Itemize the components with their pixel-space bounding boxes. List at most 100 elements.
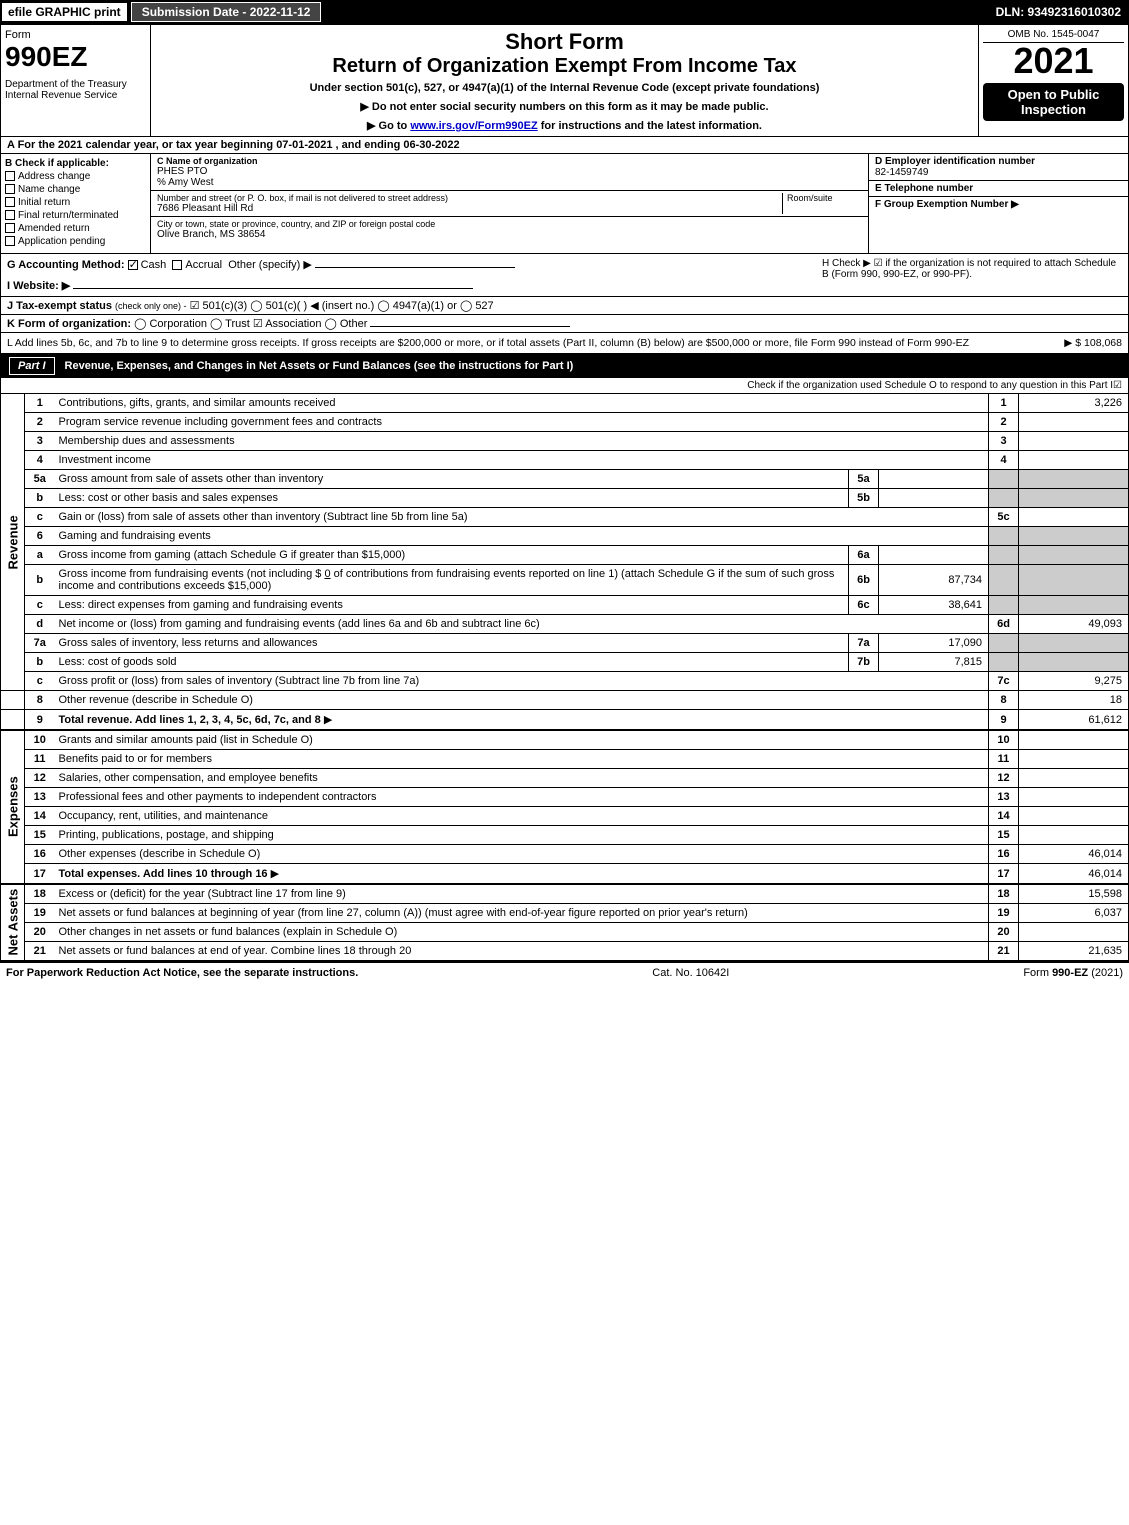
care-of: % Amy West [157, 177, 862, 188]
line-val [1019, 730, 1129, 750]
line-desc: Membership dues and assessments [55, 432, 989, 451]
efile-print-label[interactable]: efile GRAPHIC print [2, 3, 127, 21]
table-row: 9 Total revenue. Add lines 1, 2, 3, 4, 5… [1, 710, 1129, 731]
row-ghi: G Accounting Method: Cash Accrual Other … [0, 253, 1129, 297]
line-j: J Tax-exempt status (check only one) - ☑… [0, 297, 1129, 315]
table-row: Expenses 10 Grants and similar amounts p… [1, 730, 1129, 750]
footer-left: For Paperwork Reduction Act Notice, see … [6, 967, 358, 979]
footer-center: Cat. No. 10642I [652, 967, 729, 979]
line-desc: Professional fees and other payments to … [55, 788, 989, 807]
line-col: 18 [989, 884, 1019, 904]
k-other-input[interactable] [370, 326, 570, 327]
chk-amended-return[interactable]: Amended return [5, 223, 146, 234]
checkbox-icon[interactable] [5, 223, 15, 233]
j-options: ☑ 501(c)(3) ◯ 501(c)( ) ◀ (insert no.) ◯… [190, 300, 494, 312]
chk-final-return[interactable]: Final return/terminated [5, 210, 146, 221]
sub-val: 87,734 [879, 565, 989, 596]
line-val: 9,275 [1019, 672, 1129, 691]
line-desc: Total expenses. Add lines 10 through 16 … [55, 864, 989, 885]
checkbox-icon[interactable] [5, 210, 15, 220]
irs-link[interactable]: www.irs.gov/Form990EZ [410, 120, 537, 132]
table-row: 13 Professional fees and other payments … [1, 788, 1129, 807]
line-desc: Other changes in net assets or fund bala… [55, 923, 989, 942]
line-val: 6,037 [1019, 904, 1129, 923]
i-label: I Website: ▶ [7, 280, 70, 292]
table-row: 20 Other changes in net assets or fund b… [1, 923, 1129, 942]
chk-initial-return[interactable]: Initial return [5, 197, 146, 208]
l-text: L Add lines 5b, 6c, and 7b to line 9 to … [7, 337, 969, 349]
line-val: 61,612 [1019, 710, 1129, 731]
instr-goto-post: for instructions and the latest informat… [541, 120, 762, 132]
form-number: 990EZ [5, 41, 146, 73]
shade-cell [1019, 634, 1129, 653]
line-col: 5c [989, 508, 1019, 527]
table-row: b Less: cost or other basis and sales ex… [1, 489, 1129, 508]
line-num: 21 [25, 942, 55, 961]
line-num: 17 [25, 864, 55, 885]
line-desc: Net assets or fund balances at end of ye… [55, 942, 989, 961]
line-num: 16 [25, 845, 55, 864]
table-row: 14 Occupancy, rent, utilities, and maint… [1, 807, 1129, 826]
chk-label: Initial return [18, 197, 70, 208]
line-val: 46,014 [1019, 864, 1129, 885]
checkbox-icon[interactable] [5, 171, 15, 181]
table-row: 6 Gaming and fundraising events [1, 527, 1129, 546]
line-col: 21 [989, 942, 1019, 961]
shade-cell [989, 596, 1019, 615]
line-desc: Less: cost of goods sold [55, 653, 849, 672]
section-b: B Check if applicable: Address change Na… [1, 154, 151, 253]
expenses-side-label: Expenses [1, 730, 25, 884]
checkbox-accrual[interactable] [172, 260, 182, 270]
c-street-row: Number and street (or P. O. box, if mail… [151, 191, 868, 217]
table-row: b Gross income from fundraising events (… [1, 565, 1129, 596]
chk-application-pending[interactable]: Application pending [5, 236, 146, 247]
table-row: 17 Total expenses. Add lines 10 through … [1, 864, 1129, 885]
g-other: Other (specify) ▶ [228, 259, 312, 271]
form-word: Form [5, 29, 146, 41]
line-num: 5a [25, 470, 55, 489]
line-desc: Excess or (deficit) for the year (Subtra… [55, 884, 989, 904]
checkbox-cash[interactable] [128, 260, 138, 270]
line-col: 15 [989, 826, 1019, 845]
line-desc: Gain or (loss) from sale of assets other… [55, 508, 989, 527]
line-desc: Investment income [55, 451, 989, 470]
chk-address-change[interactable]: Address change [5, 171, 146, 182]
chk-label: Address change [18, 171, 90, 182]
line-desc: Gaming and fundraising events [55, 527, 989, 546]
table-row: c Gross profit or (loss) from sales of i… [1, 672, 1129, 691]
shade-cell [1019, 489, 1129, 508]
instr-goto: ▶ Go to www.irs.gov/Form990EZ for instru… [155, 119, 974, 132]
shade-cell [1019, 596, 1129, 615]
checkbox-icon[interactable] [5, 236, 15, 246]
city-state-zip: Olive Branch, MS 38654 [157, 229, 862, 240]
table-row: Net Assets 18 Excess or (deficit) for th… [1, 884, 1129, 904]
checkbox-icon[interactable] [5, 197, 15, 207]
table-row: d Net income or (loss) from gaming and f… [1, 615, 1129, 634]
shade-cell [1019, 527, 1129, 546]
l6b-amount: 0 [324, 568, 330, 580]
line-val [1019, 413, 1129, 432]
subtitle: Under section 501(c), 527, or 4947(a)(1)… [155, 82, 974, 94]
sub-val: 7,815 [879, 653, 989, 672]
checkbox-icon[interactable] [5, 184, 15, 194]
part1-sub-check: ☑ [1113, 380, 1122, 391]
table-row: 19 Net assets or fund balances at beginn… [1, 904, 1129, 923]
chk-name-change[interactable]: Name change [5, 184, 146, 195]
line-col: 12 [989, 769, 1019, 788]
sub-col: 5b [849, 489, 879, 508]
e-label: E Telephone number [875, 183, 1122, 194]
side-spacer [1, 710, 25, 731]
line-l: L Add lines 5b, 6c, and 7b to line 9 to … [0, 333, 1129, 354]
line-num: 8 [25, 691, 55, 710]
line-h: H Check ▶ ☑ if the organization is not r… [822, 258, 1122, 292]
g-label: G Accounting Method: [7, 259, 125, 271]
website-input[interactable] [73, 288, 473, 289]
line-col: 20 [989, 923, 1019, 942]
c-city-label: City or town, state or province, country… [157, 219, 862, 229]
line-num: 6 [25, 527, 55, 546]
line-val [1019, 451, 1129, 470]
g-other-input[interactable] [315, 267, 515, 268]
sub-val: 17,090 [879, 634, 989, 653]
line-num: 7a [25, 634, 55, 653]
shade-cell [989, 634, 1019, 653]
